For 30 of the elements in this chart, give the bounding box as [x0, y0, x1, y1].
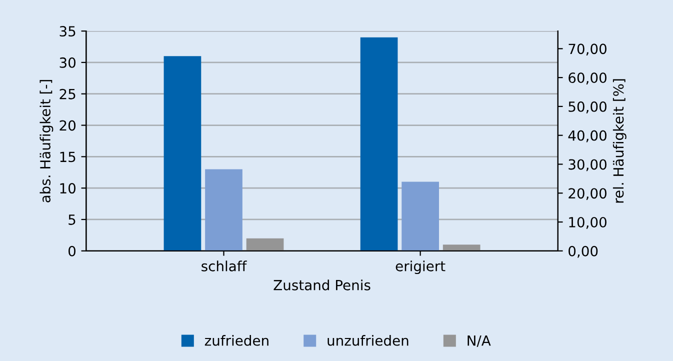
y-tick-label: 5: [68, 214, 76, 225]
y-tick-label: 20: [60, 120, 76, 131]
y-axis-title: abs. Häufigkeit [-]: [40, 80, 54, 202]
bar: [164, 56, 202, 251]
legend-label: N/A: [468, 335, 491, 347]
y2-tick-label: 50,00: [568, 101, 606, 114]
y-tick-label: 10: [60, 183, 76, 194]
y-tick-label: 30: [60, 57, 76, 68]
bar: [205, 169, 242, 251]
bar: [246, 238, 284, 251]
y-tick-label: 35: [60, 26, 76, 37]
bar: [360, 37, 398, 251]
y2-tick-label: 30,00: [568, 159, 606, 172]
x-axis-title: Zustand Penis: [274, 280, 370, 290]
bar: [402, 182, 439, 251]
y2-tick-label: 0,00: [568, 246, 598, 258]
x-tick-label: schlaff: [202, 260, 247, 272]
y2-tick-label: 70,00: [568, 44, 606, 56]
y2-tick-label: 60,00: [568, 72, 606, 84]
y2-tick-label: 40,00: [568, 130, 606, 142]
bar: [442, 244, 480, 251]
legend-label: unzufrieden: [328, 335, 408, 346]
y2-tick-label: 10,00: [569, 216, 606, 229]
y2-axis-title: rel. Häufigkeit [%]: [612, 79, 626, 203]
y2-tick-label: 20,00: [568, 188, 606, 200]
y-tick-label: 15: [60, 152, 76, 162]
x-tick-label: erigiert: [396, 260, 446, 274]
y-tick-label: 25: [60, 88, 76, 100]
legend-label: zufrieden: [204, 335, 268, 346]
y-tick-label: 0: [68, 246, 76, 256]
